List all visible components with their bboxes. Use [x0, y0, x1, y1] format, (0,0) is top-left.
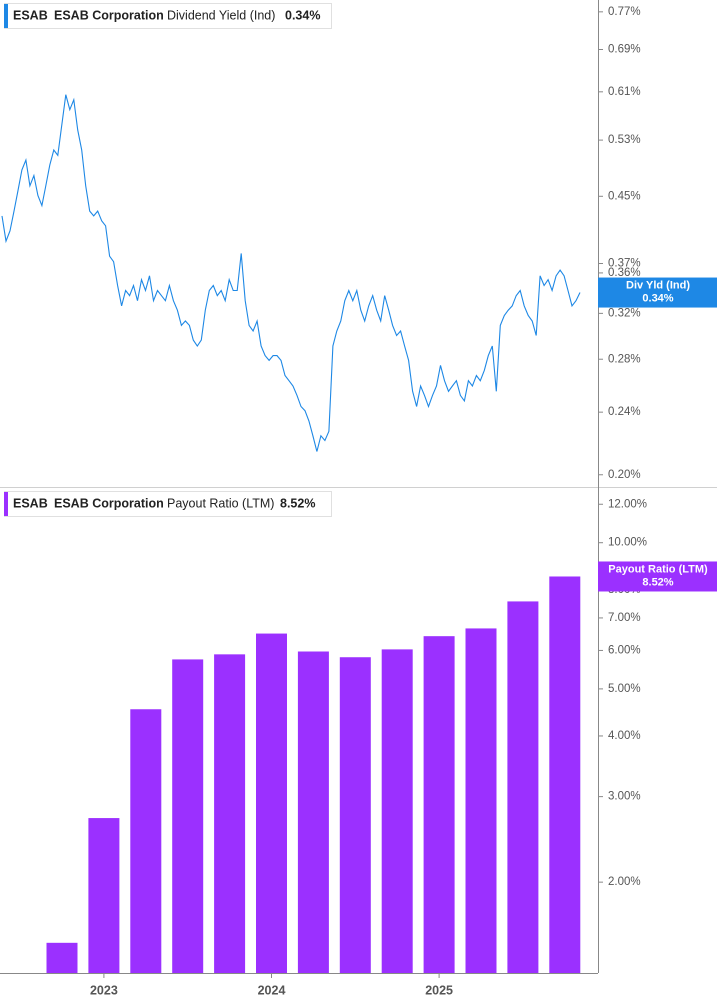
y-tick-label: 0.61% — [608, 86, 641, 98]
bar — [507, 601, 539, 973]
data-line — [1, 94, 581, 452]
bar — [214, 654, 246, 973]
bar — [549, 576, 581, 973]
bar — [256, 633, 287, 973]
badge-value: 8.52% — [642, 576, 673, 588]
x-tick-label: 2023 — [90, 983, 118, 997]
y-tick-label: 4.00% — [608, 730, 641, 742]
y-tick-label: 0.69% — [608, 44, 641, 56]
header-ticker: ESAB — [13, 8, 48, 22]
y-tick-label: 0.53% — [608, 134, 641, 146]
header-company: ESAB Corporation — [54, 8, 164, 22]
y-tick-label: 0.20% — [608, 469, 641, 481]
y-tick-label: 0.37% — [608, 258, 641, 270]
bar — [423, 636, 455, 973]
bar — [297, 651, 329, 973]
bar — [88, 818, 120, 973]
y-tick-label: 12.00% — [608, 498, 647, 510]
y-tick-label: 0.77% — [608, 6, 641, 18]
y-tick-label: 0.36% — [608, 267, 641, 279]
badge-name: Div Yld (Ind) — [626, 279, 690, 291]
bar — [465, 628, 497, 973]
y-tick-label: 0.28% — [608, 353, 641, 365]
y-tick-label: 7.00% — [608, 612, 641, 624]
header-ticker: ESAB — [13, 496, 48, 510]
header-accent — [4, 492, 8, 516]
bar — [381, 649, 413, 973]
x-tick-label: 2025 — [425, 983, 453, 997]
x-tick-label: 2024 — [258, 983, 286, 997]
header-metric: Dividend Yield (Ind) — [167, 8, 275, 22]
header-accent — [4, 4, 8, 28]
header-value: 0.34% — [285, 8, 320, 22]
y-tick-label: 0.32% — [608, 307, 641, 319]
y-tick-label: 0.24% — [608, 406, 641, 418]
header-company: ESAB Corporation — [54, 496, 164, 510]
y-tick-label: 6.00% — [608, 644, 641, 656]
header-box — [4, 3, 332, 29]
y-tick-label: 2.00% — [608, 876, 641, 888]
bar — [130, 709, 162, 973]
header-box — [4, 491, 332, 517]
bar — [46, 942, 78, 973]
header-metric: Payout Ratio (LTM) — [167, 496, 274, 510]
y-tick-label: 3.00% — [608, 791, 641, 803]
header-value: 8.52% — [280, 496, 315, 510]
badge-value: 0.34% — [642, 292, 673, 304]
y-tick-label: 0.45% — [608, 190, 641, 202]
bar — [172, 659, 204, 973]
badge-name: Payout Ratio (LTM) — [608, 563, 708, 575]
value-badge — [598, 277, 717, 308]
value-badge — [598, 561, 717, 592]
y-tick-label: 10.00% — [608, 537, 647, 549]
bar — [339, 657, 371, 973]
y-tick-label: 5.00% — [608, 683, 641, 695]
